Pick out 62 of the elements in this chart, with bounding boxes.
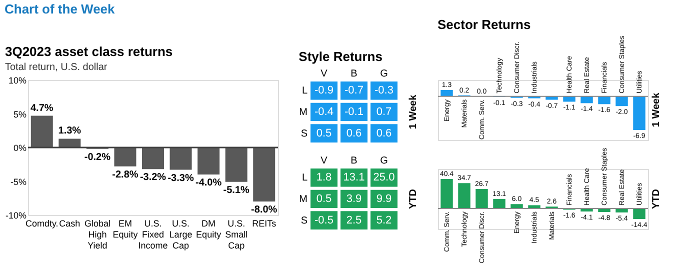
data-label: 0.6 <box>346 127 362 140</box>
data-label: 0.7 <box>376 106 392 118</box>
x-tick-label: V <box>320 156 328 166</box>
x-tick-label: G <box>380 68 388 80</box>
x-tick-label: Cash <box>59 218 80 228</box>
data-label: -0.2% <box>84 152 111 163</box>
y-tick-label: -10% <box>5 210 26 220</box>
x-tick-label: REITs <box>252 218 277 228</box>
x-tick-label: EM Equity <box>112 218 138 240</box>
data-label: -0.3 <box>374 84 394 97</box>
chart-title: Style Returns <box>298 49 382 64</box>
y2-axis-title: 1 Week <box>408 94 419 130</box>
data-label: -2.8% <box>112 169 138 180</box>
data-label: 5.2 <box>376 214 392 226</box>
data-label: -3.3% <box>168 172 194 184</box>
y-tick-label: L <box>302 172 308 184</box>
data-label: -5.1% <box>223 184 250 196</box>
data-label: 9.9 <box>376 193 392 205</box>
data-label: -0.7 <box>344 84 364 97</box>
y2-axis-title: 1 Week <box>651 92 662 128</box>
text: Chart of the Week <box>4 1 116 16</box>
y-tick-label: S <box>300 128 308 140</box>
data-label: -8.0% <box>251 204 278 216</box>
data-label: 4.7% <box>30 102 54 114</box>
data-label: -0.5 <box>314 214 334 226</box>
data-label: 1.8 <box>316 172 332 184</box>
y-tick-label: 0% <box>13 143 26 153</box>
data-label: 0.5 <box>316 127 332 140</box>
data-label: 3.9 <box>346 193 362 205</box>
data-label: -4.0% <box>195 178 222 188</box>
y2-axis-title: YTD <box>408 189 419 209</box>
x-tick-label: Comdty. <box>25 218 58 228</box>
chart-title: Sector Returns <box>438 16 531 32</box>
y-tick-label: L <box>302 86 308 97</box>
y2-axis-title: YTD <box>651 189 662 209</box>
data-label: 13.1 <box>343 172 365 184</box>
x-tick-label: B <box>350 156 358 166</box>
x-tick-label: DM Equity <box>196 218 222 240</box>
x-tick-label: G <box>380 156 388 166</box>
y-tick-label: 5% <box>13 109 26 120</box>
data-label: 0.6 <box>376 127 392 140</box>
x-tick-label: U.S. Fixed Income <box>138 218 168 250</box>
data-label: -0.1 <box>344 106 364 118</box>
x-tick-label: Global High Yield <box>84 218 110 250</box>
data-label: -0.9 <box>314 84 334 97</box>
x-tick-label: U.S. Small Cap <box>225 218 248 250</box>
data-label: 0.5 <box>316 193 332 205</box>
data-label: 1.3% <box>58 126 82 137</box>
data-label: 25.0 <box>373 172 395 184</box>
chart-title: 3Q2023 asset class returns <box>4 44 173 59</box>
x-tick-label: U.S. Large Cap <box>169 218 192 250</box>
y-tick-label: M <box>299 194 308 205</box>
y-tick-label: S <box>300 215 308 226</box>
chart-subtitle: Total return, U.S. dollar <box>4 62 108 73</box>
data-label: -3.2% <box>140 172 166 184</box>
y-tick-label: M <box>299 107 308 118</box>
y-tick-label: -5% <box>10 176 26 187</box>
data-label: 2.5 <box>346 214 362 226</box>
x-tick-label: V <box>320 68 328 80</box>
x-tick-label: B <box>350 68 358 80</box>
data-label: -0.4 <box>314 106 334 118</box>
y-tick-label: 10% <box>8 76 26 86</box>
